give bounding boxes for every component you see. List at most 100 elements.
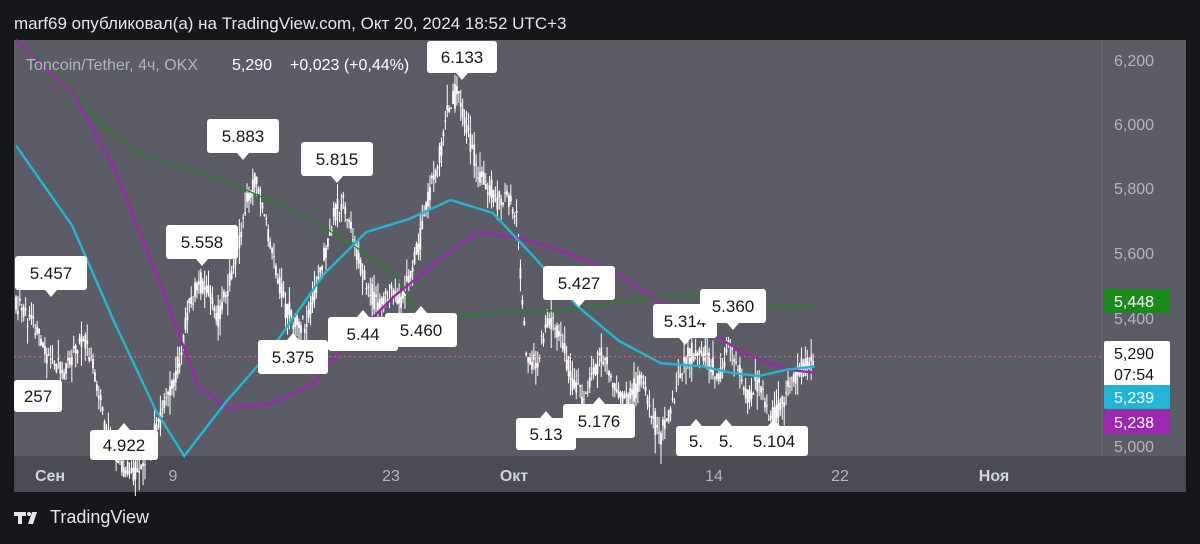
callout-pointer	[690, 419, 702, 426]
candle-body	[654, 410, 657, 436]
price-callout: 5.375	[258, 333, 328, 374]
candle-body	[122, 467, 125, 478]
price-callout: 5.	[708, 419, 744, 456]
candle-body	[492, 190, 495, 203]
candle-body	[94, 372, 96, 382]
candle-body	[496, 197, 499, 210]
candle-body	[348, 220, 350, 222]
callout-pointer	[237, 153, 249, 160]
price-tag-bg	[1104, 410, 1170, 434]
candle-body	[201, 280, 204, 293]
candle-body	[255, 176, 258, 184]
candle-body	[400, 296, 402, 308]
candle-body	[184, 317, 187, 330]
candle-body	[120, 460, 123, 472]
candle-body	[531, 361, 533, 370]
tradingview-logo[interactable]: TradingView	[14, 507, 149, 528]
price-callout: 5.	[676, 419, 716, 456]
candle-body	[762, 388, 764, 390]
callout-pointer	[727, 323, 739, 330]
candle-body	[396, 294, 399, 304]
candle-body	[321, 266, 324, 271]
candle-body	[810, 355, 813, 361]
candle-body	[677, 371, 680, 373]
candle-body	[386, 299, 389, 302]
legend-price: 5,290	[232, 57, 272, 74]
candle-body	[719, 368, 722, 379]
candle-body	[698, 348, 701, 355]
candle-body	[461, 108, 464, 118]
price-callout: 5.176	[563, 397, 635, 438]
candle-body	[546, 317, 549, 328]
candle-body	[673, 401, 676, 403]
candle-body	[290, 310, 293, 317]
candle-body	[430, 175, 433, 179]
candle-body	[99, 394, 102, 401]
candle-body	[671, 398, 674, 400]
candle-body	[105, 427, 108, 429]
candle-body	[132, 467, 135, 481]
candle-body	[667, 410, 670, 422]
candle-body	[142, 463, 144, 466]
candle-body	[658, 432, 660, 434]
candle-body	[735, 361, 737, 363]
legend-symbol: Toncoin/Tether, 4ч, OKX	[26, 57, 198, 74]
candle-body	[26, 325, 29, 327]
candle-body	[271, 247, 273, 253]
candle-body	[494, 194, 497, 196]
price-tag-label: 5,448	[1114, 294, 1154, 311]
callout-box	[708, 426, 744, 456]
candle-body	[733, 359, 736, 362]
candle-body	[282, 291, 285, 297]
candle-body	[425, 202, 427, 212]
candle-body	[665, 418, 668, 421]
candle-body	[702, 352, 705, 361]
candle-body	[334, 204, 337, 221]
candle-body	[802, 362, 805, 367]
callout-pointer	[196, 259, 208, 266]
candle-body	[261, 203, 264, 209]
candle-body	[663, 420, 666, 429]
candle-body	[640, 375, 643, 379]
callout-pointer	[118, 423, 130, 430]
candle-body	[65, 363, 67, 374]
candles-group	[15, 74, 814, 497]
candle-body	[163, 400, 166, 408]
callout-pointer	[679, 338, 691, 345]
candle-body	[350, 221, 352, 229]
axis-price-tag: 5,238	[1104, 410, 1170, 434]
candle-body	[369, 295, 372, 297]
callout-label: 5.13	[529, 425, 562, 444]
price-tag-label: 5,239	[1114, 390, 1154, 407]
time-tick-label: 23	[382, 468, 400, 485]
callout-label: 5.	[689, 432, 703, 451]
callout-label: 6.133	[441, 48, 484, 67]
candle-body	[286, 304, 289, 319]
candle-body	[513, 215, 516, 217]
candle-body	[40, 338, 42, 346]
candle-body	[511, 209, 514, 214]
candle-body	[756, 379, 759, 392]
candle-body	[88, 356, 91, 361]
candle-body	[490, 179, 493, 198]
candle-body	[169, 386, 171, 396]
candle-body	[338, 212, 341, 214]
candle-body	[481, 171, 483, 177]
candle-body	[575, 382, 578, 393]
candle-body	[700, 351, 703, 353]
candle-body	[288, 301, 291, 315]
candle-body	[340, 203, 343, 211]
candle-body	[248, 193, 250, 201]
candle-body	[309, 302, 312, 315]
callout-label: 5.883	[222, 127, 265, 146]
candle-body	[584, 392, 587, 394]
candle-body	[521, 300, 524, 305]
callout-box	[563, 404, 635, 438]
candle-body	[638, 374, 641, 385]
candle-body	[199, 272, 202, 294]
candle-body	[752, 393, 755, 395]
price-tag-label: 5,290	[1114, 346, 1154, 363]
candle-body	[794, 369, 797, 384]
callout-box	[516, 418, 576, 450]
